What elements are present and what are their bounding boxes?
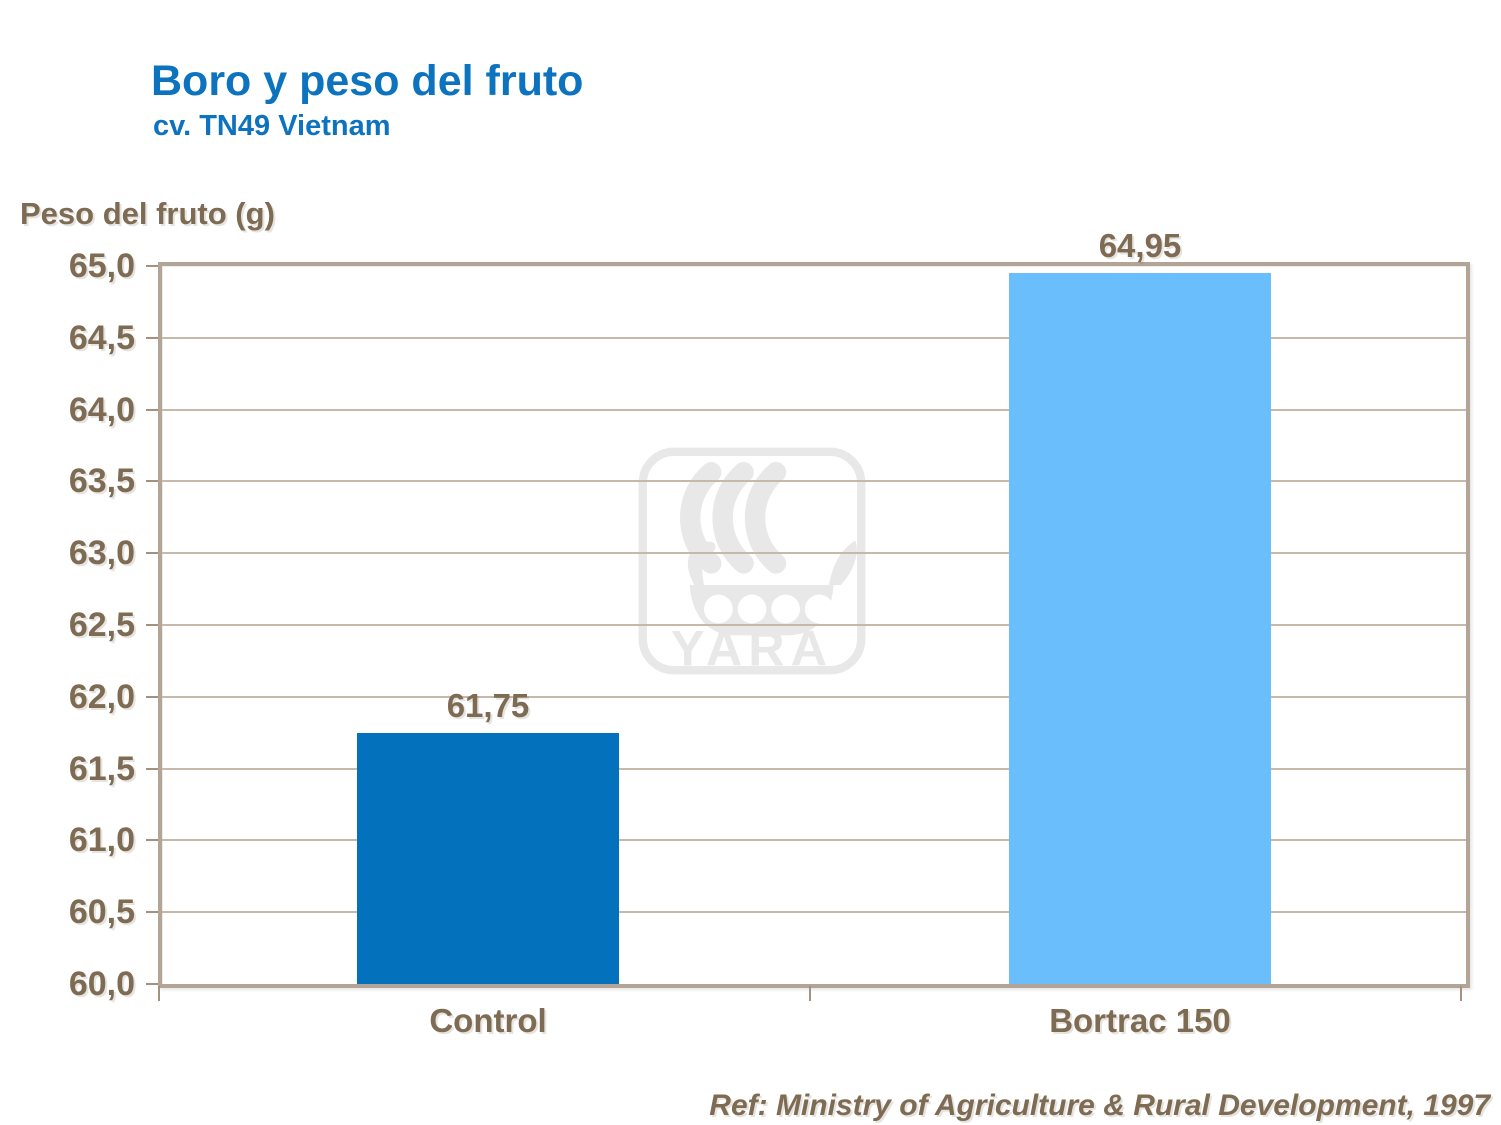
x-axis-labels: Control Bortrac 150 xyxy=(162,1002,1466,1046)
y-tick-mark xyxy=(146,983,158,985)
value-label-control: 61,75 xyxy=(446,687,530,724)
x-tick-mark xyxy=(158,986,160,1001)
y-axis-labels: 60,0 60,5 61,0 61,5 62,0 62,5 63,0 63,5 64,0 64,5… xyxy=(0,247,135,1003)
gridline xyxy=(162,336,1466,339)
reference-text: Ref: Ministry of Agriculture & Rural Dev… xyxy=(709,1089,1490,1122)
y-tick-mark xyxy=(146,552,158,555)
y-axis-ticks xyxy=(146,265,158,985)
y-tick-label: 60,5 xyxy=(68,893,135,932)
y-tick-mark xyxy=(146,408,158,411)
plot-area: YARA 61,75 64,95 xyxy=(158,227,1470,988)
watermark-brand-text: YARA xyxy=(671,619,833,676)
y-tick-mark xyxy=(146,911,158,914)
chart-subtitle: cv. TN49 Vietnam xyxy=(153,110,391,142)
y-tick-mark xyxy=(146,265,158,267)
category-label-control: Control xyxy=(429,1002,547,1039)
gridline xyxy=(162,767,1466,770)
y-tick-label: 62,5 xyxy=(68,606,135,644)
y-tick-mark xyxy=(146,480,158,483)
y-tick-mark xyxy=(146,767,158,770)
y-tick-label: 63,5 xyxy=(68,462,135,501)
y-tick-label: 64,0 xyxy=(68,390,135,429)
y-axis-title: Peso del fruto (g) xyxy=(20,196,275,231)
y-tick-label: 63,0 xyxy=(68,534,135,573)
gridline xyxy=(162,911,1466,914)
y-tick-label: 62,0 xyxy=(68,677,135,716)
gridline xyxy=(162,552,1466,555)
y-tick-label: 60,0 xyxy=(68,965,135,1003)
chart-title: Boro y peso del fruto xyxy=(151,57,584,105)
x-tick-mark xyxy=(1460,986,1462,1001)
gridline xyxy=(162,695,1466,698)
yara-logo-watermark: YARA xyxy=(638,447,866,676)
gridline xyxy=(162,624,1466,626)
y-tick-mark xyxy=(146,624,158,626)
y-tick-mark xyxy=(146,839,158,842)
gridline xyxy=(162,839,1466,842)
x-axis-ticks xyxy=(158,986,1470,1002)
watermark-frame xyxy=(638,447,866,675)
y-tick-label: 65,0 xyxy=(68,247,135,285)
y-tick-mark xyxy=(146,695,158,698)
y-tick-label: 61,0 xyxy=(68,821,135,860)
bar-bortrac-150 xyxy=(1009,273,1271,984)
value-label-bortrac-150: 64,95 xyxy=(1098,227,1182,264)
bar-control xyxy=(357,733,619,984)
category-label-bortrac-150: Bortrac 150 xyxy=(1049,1002,1231,1039)
y-tick-mark xyxy=(146,336,158,339)
y-tick-label: 64,5 xyxy=(68,318,135,357)
x-tick-mark xyxy=(809,986,811,1001)
gridline xyxy=(162,480,1466,483)
gridline xyxy=(162,408,1466,411)
y-tick-label: 61,5 xyxy=(68,749,135,788)
